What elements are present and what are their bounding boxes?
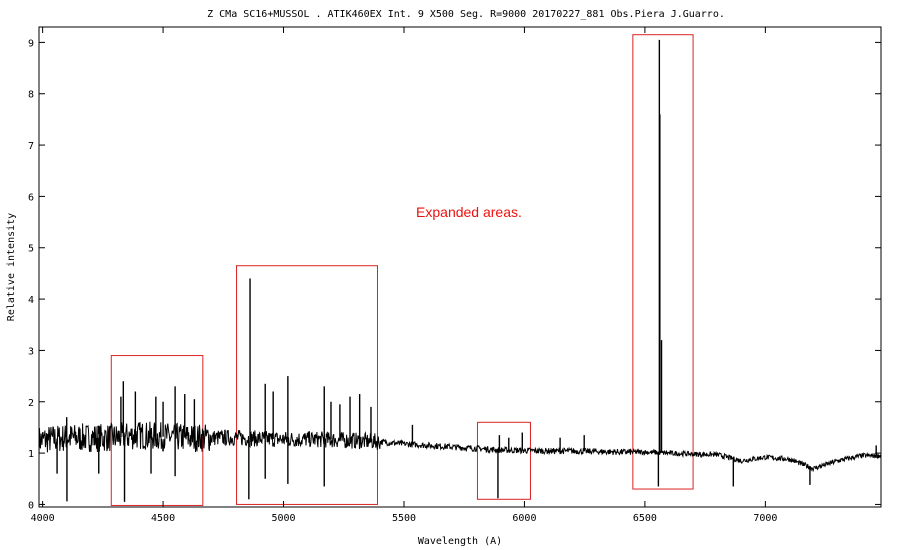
y-axis-label: Relative intensity [6,213,17,321]
expanded-areas-annotation: Expanded areas. [416,204,522,220]
x-axis-ticks: 4000 4500 5000 5500 6000 6500 7000 [31,27,777,524]
y-tick-label-6: 6 [28,192,34,203]
x-tick-label-6000: 6000 [512,513,536,524]
y-tick-label-7: 7 [28,141,34,152]
chart-title: Z CMa SC16+MUSSOL . ATIK460EX Int. 9 X50… [207,9,725,20]
y-axis-ticks: 0 1 2 3 4 5 6 7 8 9 [28,38,881,511]
x-tick-label-4000: 4000 [31,513,55,524]
x-tick-label-5000: 5000 [271,513,295,524]
x-tick-label-6500: 6500 [633,513,657,524]
spectrum-continuum-line [38,421,882,473]
y-tick-label-8: 8 [28,90,34,101]
y-tick-label-2: 2 [28,398,34,409]
x-axis-label: Wavelength (A) [418,536,502,547]
plot-frame [38,26,882,508]
expanded-area-box-3 [476,421,531,500]
x-tick-label-7000: 7000 [753,513,777,524]
y-tick-label-1: 1 [28,449,34,460]
expanded-area-box-2 [236,265,378,505]
x-tick-label-5500: 5500 [392,513,416,524]
y-tick-label-9: 9 [28,38,34,49]
x-tick-label-4500: 4500 [151,513,175,524]
expanded-area-box-4 [632,34,694,490]
y-tick-label-4: 4 [28,295,34,306]
spectrum-line-group [38,39,882,502]
y-tick-label-5: 5 [28,244,34,255]
expanded-area-boxes [110,34,694,506]
y-tick-label-0: 0 [28,500,34,511]
y-tick-label-3: 3 [28,346,34,357]
